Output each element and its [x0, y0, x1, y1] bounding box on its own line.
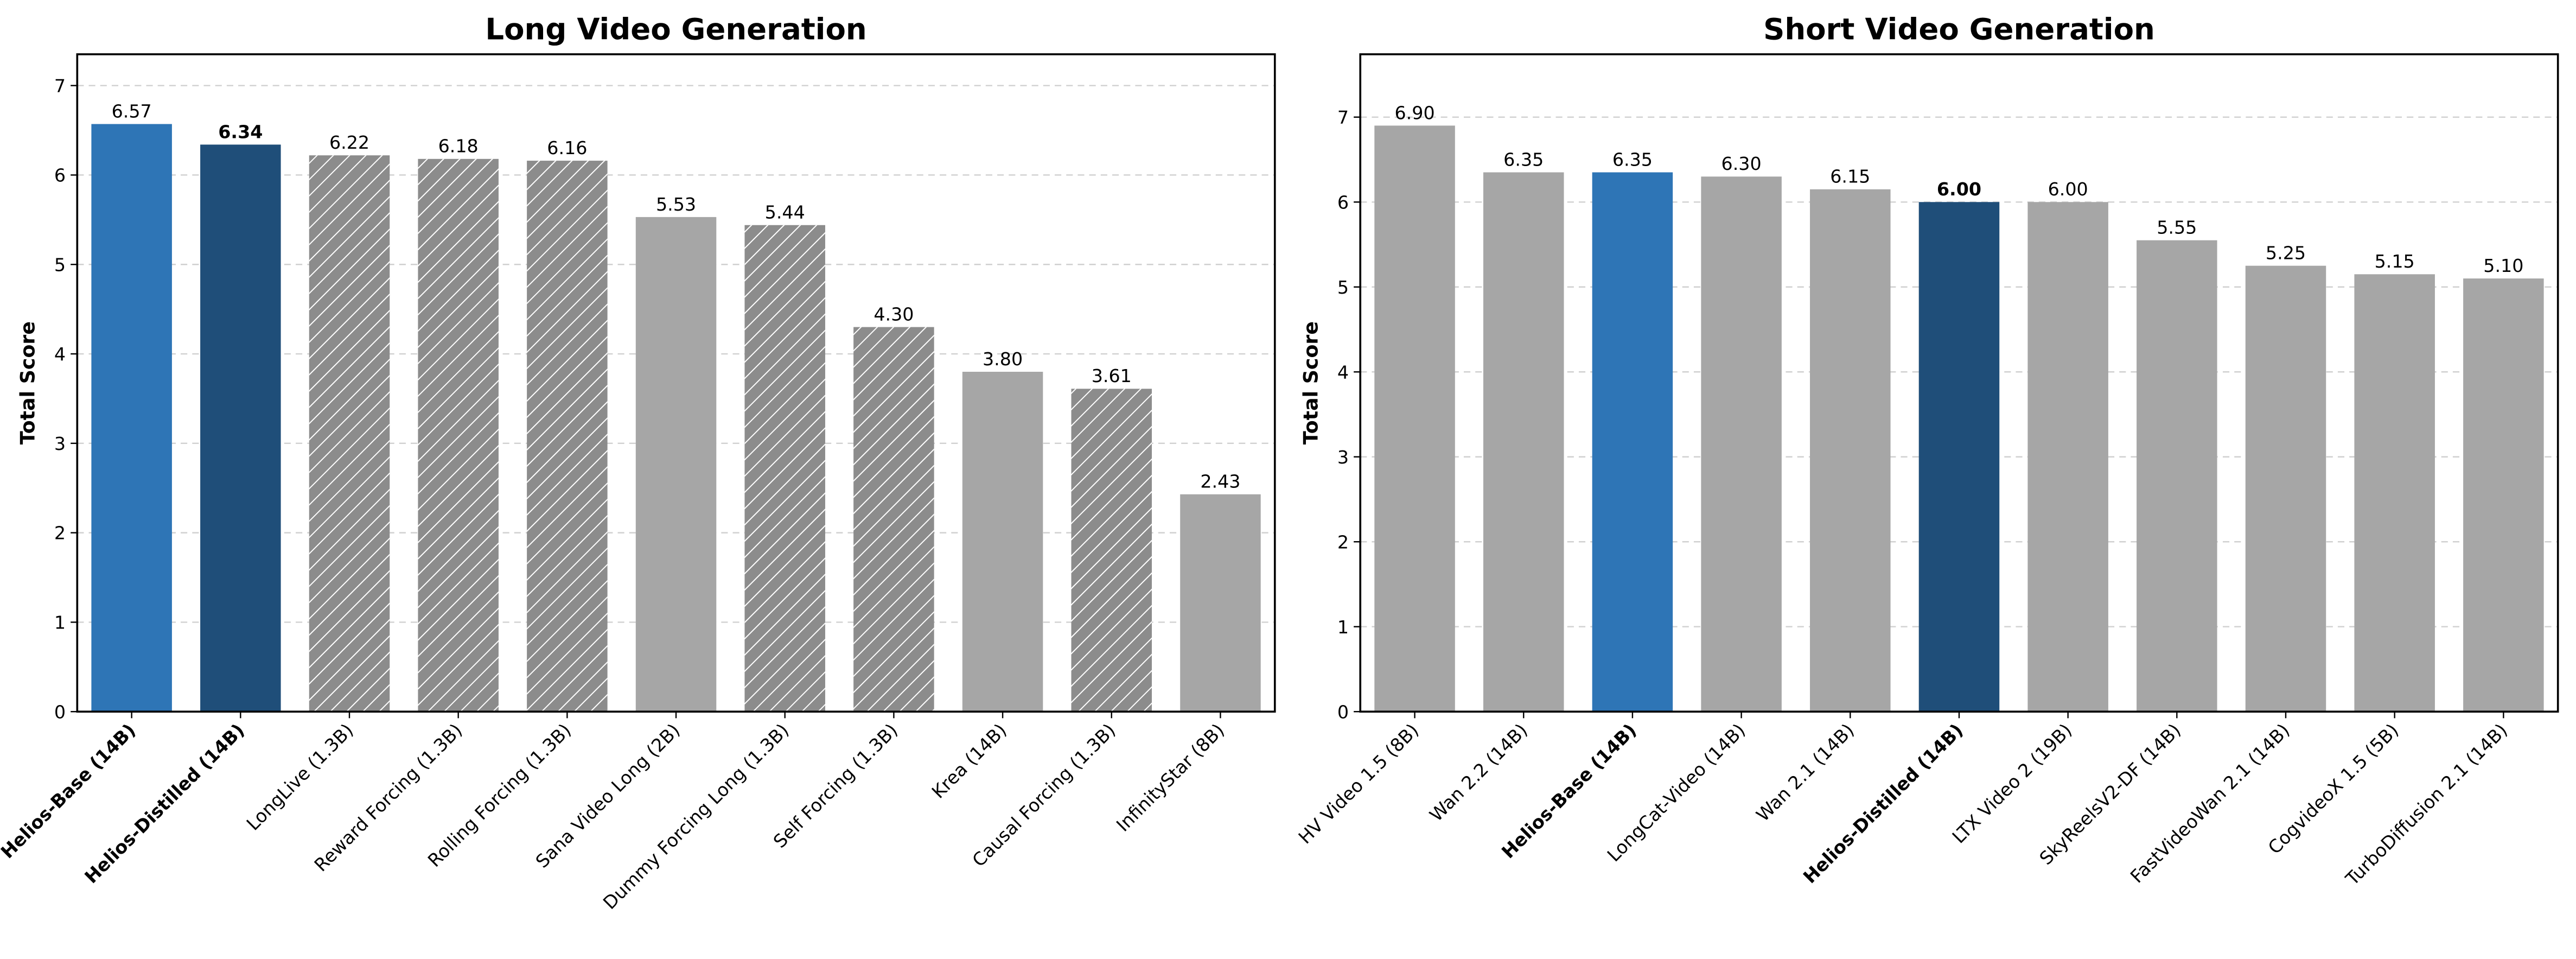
bar: [1701, 176, 1782, 712]
value-label: 6.90: [1395, 102, 1435, 123]
value-label: 5.10: [2483, 255, 2523, 276]
y-tick-label: 3: [1337, 447, 1349, 468]
chart-title: Short Video Generation: [1763, 12, 2155, 47]
bar: [635, 217, 717, 712]
y-tick-label: 0: [54, 701, 66, 722]
value-label: 6.15: [1830, 166, 1870, 187]
y-tick-label: 7: [54, 75, 66, 97]
value-label: 6.00: [2048, 179, 2088, 200]
bar: [1483, 172, 1564, 712]
y-tick-label: 1: [1337, 617, 1349, 638]
value-label: 5.53: [656, 194, 696, 215]
value-label: 5.15: [2375, 251, 2415, 272]
y-tick-label: 7: [1337, 107, 1349, 128]
bar: [200, 144, 281, 712]
value-label: 6.22: [329, 132, 369, 153]
axes-frame: [1359, 53, 2559, 713]
value-label: 6.18: [438, 136, 479, 157]
value-label: 4.30: [873, 303, 914, 325]
bar: [1374, 125, 1455, 712]
bar: [1918, 202, 2000, 712]
y-tick-label: 2: [54, 523, 66, 544]
y-tick-label: 0: [1337, 701, 1349, 722]
value-label: 5.25: [2266, 243, 2306, 264]
bar: [91, 124, 172, 712]
bar: [1810, 189, 1891, 712]
bar: [2354, 274, 2435, 712]
y-tick-label: 3: [54, 433, 66, 454]
value-label: 6.35: [1503, 149, 1544, 170]
bar: [962, 372, 1043, 712]
y-tick-label: 5: [1337, 277, 1349, 298]
bar-hatch: [527, 161, 608, 712]
value-label: 6.35: [1612, 149, 1653, 170]
y-tick-label: 6: [54, 165, 66, 186]
y-tick-label: 4: [54, 344, 66, 365]
value-label: 6.34: [218, 121, 263, 142]
y-tick-label: 5: [54, 254, 66, 275]
value-label: 6.00: [1937, 179, 1981, 200]
y-tick-label: 1: [54, 612, 66, 633]
y-tick-label: 6: [1337, 192, 1349, 213]
bar: [2463, 278, 2544, 712]
value-label: 2.43: [1200, 471, 1240, 492]
value-label: 3.80: [983, 348, 1023, 370]
value-label: 6.30: [1721, 153, 1762, 174]
bar: [2245, 265, 2326, 712]
bar: [1180, 494, 1261, 712]
y-axis-label: Total Score: [1299, 321, 1323, 444]
bar-hatch: [744, 225, 825, 712]
value-label: 6.16: [547, 137, 587, 158]
bar: [2027, 202, 2108, 712]
y-tick-label: 2: [1337, 531, 1349, 552]
bar: [1592, 172, 1673, 712]
bar-hatch: [853, 327, 934, 712]
bar-hatch: [1071, 389, 1152, 712]
value-label: 5.44: [765, 202, 805, 223]
bar-hatch: [309, 155, 390, 712]
value-label: 6.57: [112, 100, 152, 122]
bar-hatch: [418, 158, 499, 712]
axes-frame: [76, 53, 1276, 713]
y-tick-label: 4: [1337, 361, 1349, 383]
bar: [2137, 240, 2217, 712]
chart-title: Long Video Generation: [485, 12, 866, 47]
y-axis-label: Total Score: [16, 321, 40, 444]
value-label: 3.61: [1092, 365, 1132, 386]
value-label: 5.55: [2157, 217, 2197, 238]
